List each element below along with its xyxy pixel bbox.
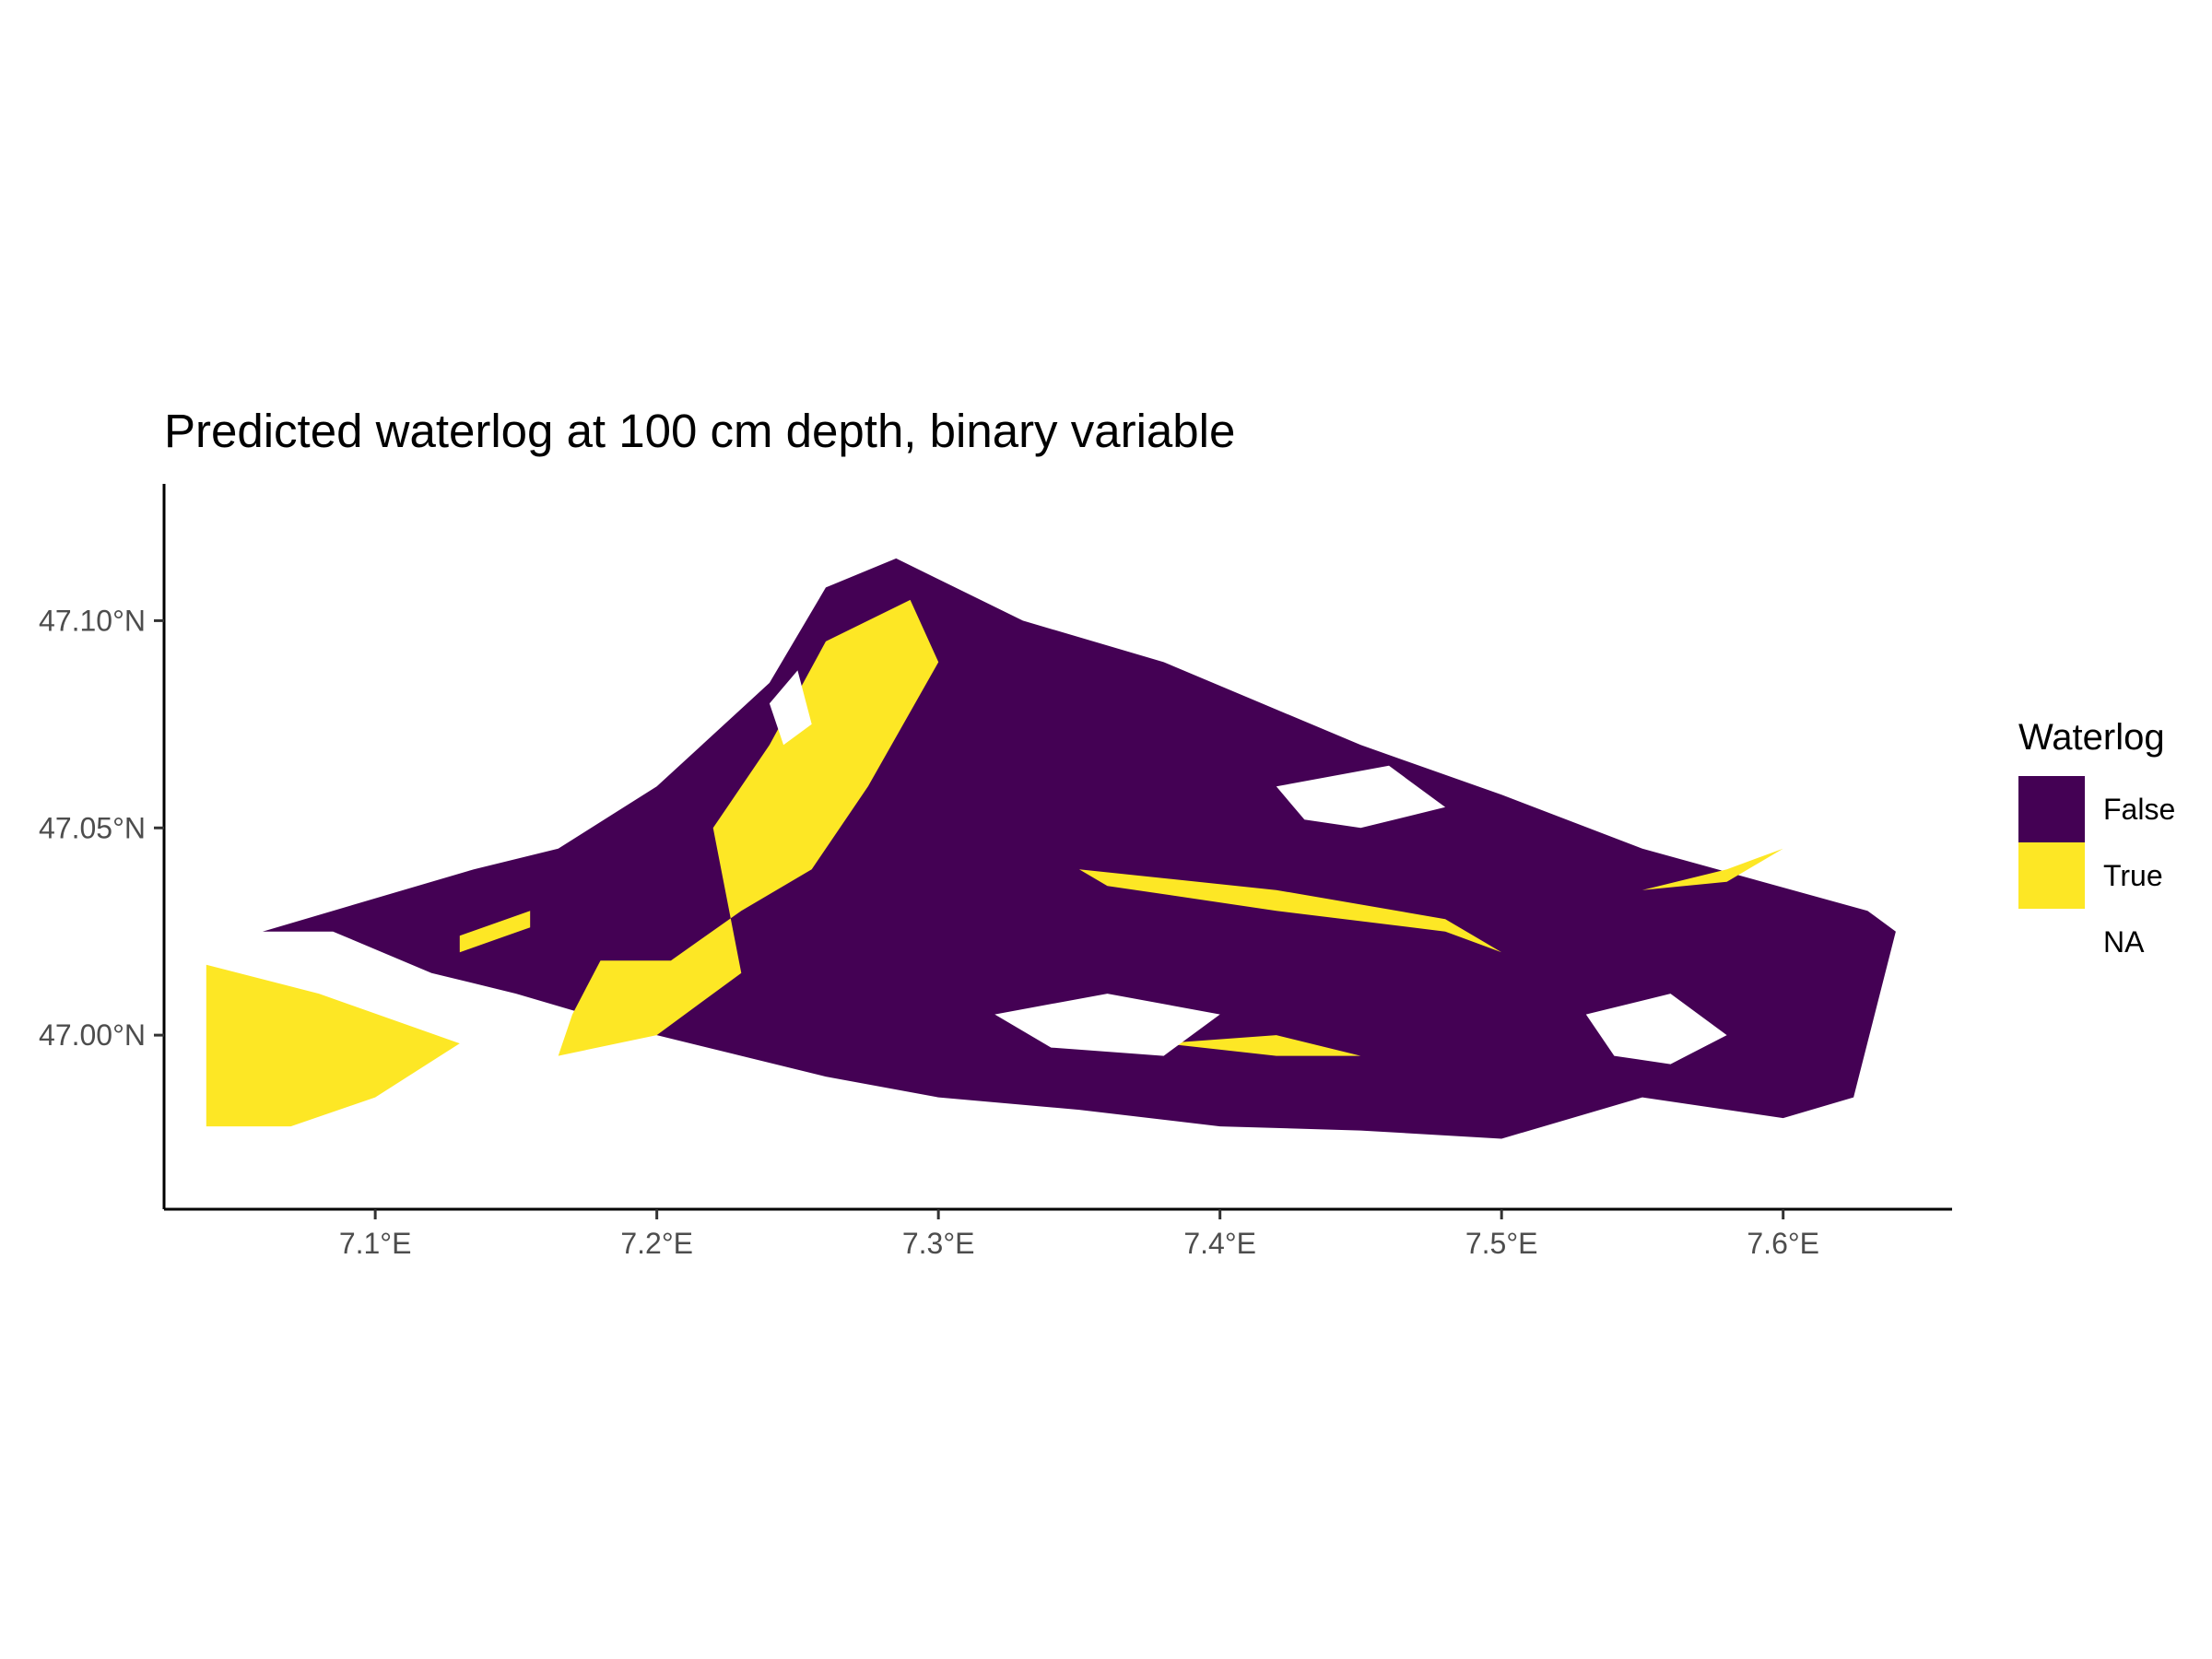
x-tick-label: 7.1°E [339,1227,412,1260]
waterlog-raster-layer [206,558,1896,1139]
legend-key-false [2018,776,2085,842]
x-tick-label: 7.4°E [1183,1227,1256,1260]
plot-panel [206,558,1896,1139]
legend-entries: False True NA [2018,776,2175,975]
region-true-4 [1641,848,1783,890]
y-tick-label: 47.05°N [39,811,146,844]
x-tick-label: 7.2°E [620,1227,693,1260]
legend-key-na [2018,909,2085,975]
x-tick-label: 7.6°E [1747,1227,1819,1260]
region-na-10 [769,670,812,746]
region-na-7 [994,994,1220,1056]
legend-label-na: NA [2103,925,2145,959]
region-true-2 [558,599,939,1056]
legend-label-false: False [2103,793,2175,826]
y-axis-ticks: 47.00°N 47.05°N 47.10°N [39,604,164,1052]
region-true-3 [1078,869,1502,953]
y-tick-label: 47.00°N [39,1018,146,1052]
legend: Waterlog False True NA [2018,717,2175,975]
legend-key-true [2018,842,2085,909]
axes: 7.1°E 7.2°E 7.3°E 7.4°E 7.5°E 7.6°E 47.00°N47… [39,484,1952,1260]
region-true-1 [206,964,460,1127]
region-true-5 [1163,1035,1361,1056]
legend-title: Waterlog [2018,717,2165,758]
region-na-8 [1585,994,1727,1065]
y-tick-label: 47.10°N [39,604,146,637]
chart-title: Predicted waterlog at 100 cm depth, bina… [164,405,1235,457]
region-na-9 [1276,765,1446,829]
legend-label-true: True [2103,859,2163,892]
region-true-6 [459,911,531,953]
x-axis-ticks: 7.1°E 7.2°E 7.3°E 7.4°E 7.5°E 7.6°E [339,1209,1819,1260]
x-tick-label: 7.5°E [1465,1227,1538,1260]
x-tick-label: 7.3°E [902,1227,975,1260]
